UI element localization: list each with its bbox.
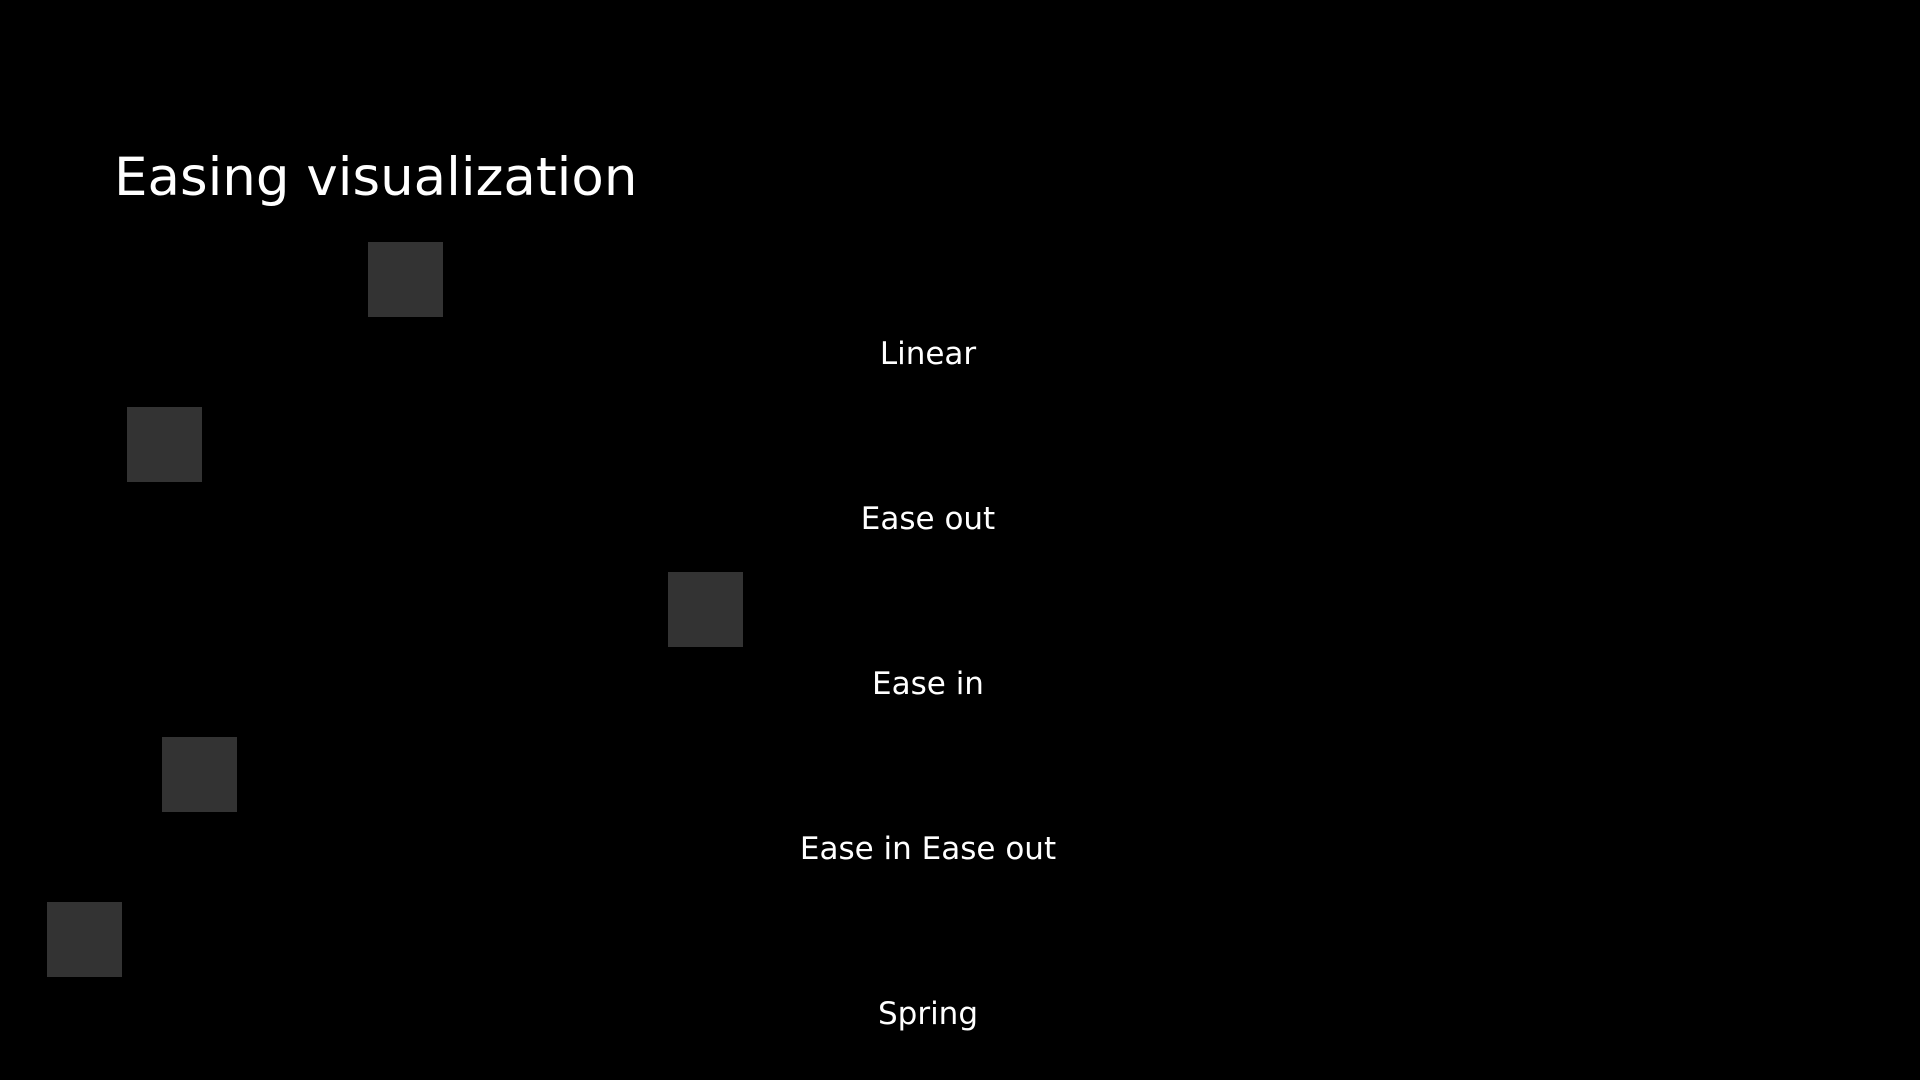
ease-in-label: Ease in xyxy=(872,666,984,702)
spring-label: Spring xyxy=(877,996,979,1032)
ease-in-ease-out-demo: Ease in Ease out xyxy=(0,737,1920,887)
ease-out-animated-box xyxy=(127,407,202,482)
spring-animated-box xyxy=(47,902,122,977)
ease-in-demo: Ease in xyxy=(0,572,1920,722)
ease-in-ease-out-label: Ease in Ease out xyxy=(799,831,1057,867)
ease-out-label: Ease out xyxy=(860,501,996,537)
ease-in-animated-box xyxy=(668,572,743,647)
page-title: Easing visualization xyxy=(114,147,638,208)
spring-demo: Spring xyxy=(0,902,1920,1052)
ease-out-demo: Ease out xyxy=(0,407,1920,557)
linear-animated-box xyxy=(368,242,443,317)
ease-in-ease-out-animated-box xyxy=(162,737,237,812)
linear-demo: Linear xyxy=(0,242,1920,392)
linear-label: Linear xyxy=(879,336,977,372)
